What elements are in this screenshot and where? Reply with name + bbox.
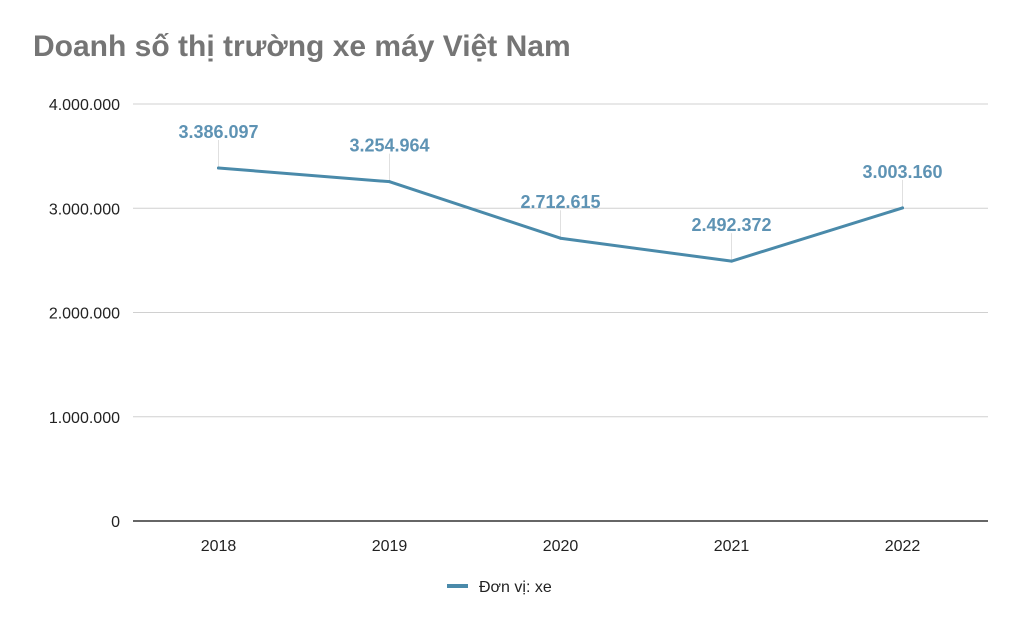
data-point (217, 166, 220, 170)
data-label: 3.254.964 (349, 136, 429, 156)
data-label: 3.386.097 (178, 122, 258, 142)
data-label: 2.492.372 (691, 215, 771, 235)
x-tick-label: 2020 (543, 538, 579, 555)
y-tick-label: 1.000.000 (49, 410, 120, 427)
data-point (730, 259, 733, 263)
y-tick-label: 0 (111, 514, 120, 531)
data-point (901, 206, 904, 210)
y-tick-label: 2.000.000 (49, 306, 120, 323)
x-tick-label: 2021 (714, 538, 750, 555)
data-label: 2.712.615 (520, 192, 600, 212)
data-point (559, 236, 562, 240)
y-tick-label: 3.000.000 (49, 201, 120, 218)
x-tick-label: 2018 (201, 538, 237, 555)
legend-label: Đơn vị: xe (479, 579, 552, 596)
y-tick-label: 4.000.000 (49, 97, 120, 114)
data-point (388, 180, 391, 184)
data-label: 3.003.160 (862, 162, 942, 182)
x-tick-label: 2019 (372, 538, 408, 555)
chart-title: Doanh số thị trường xe máy Việt Nam (33, 30, 571, 63)
x-tick-label: 2022 (885, 538, 921, 555)
